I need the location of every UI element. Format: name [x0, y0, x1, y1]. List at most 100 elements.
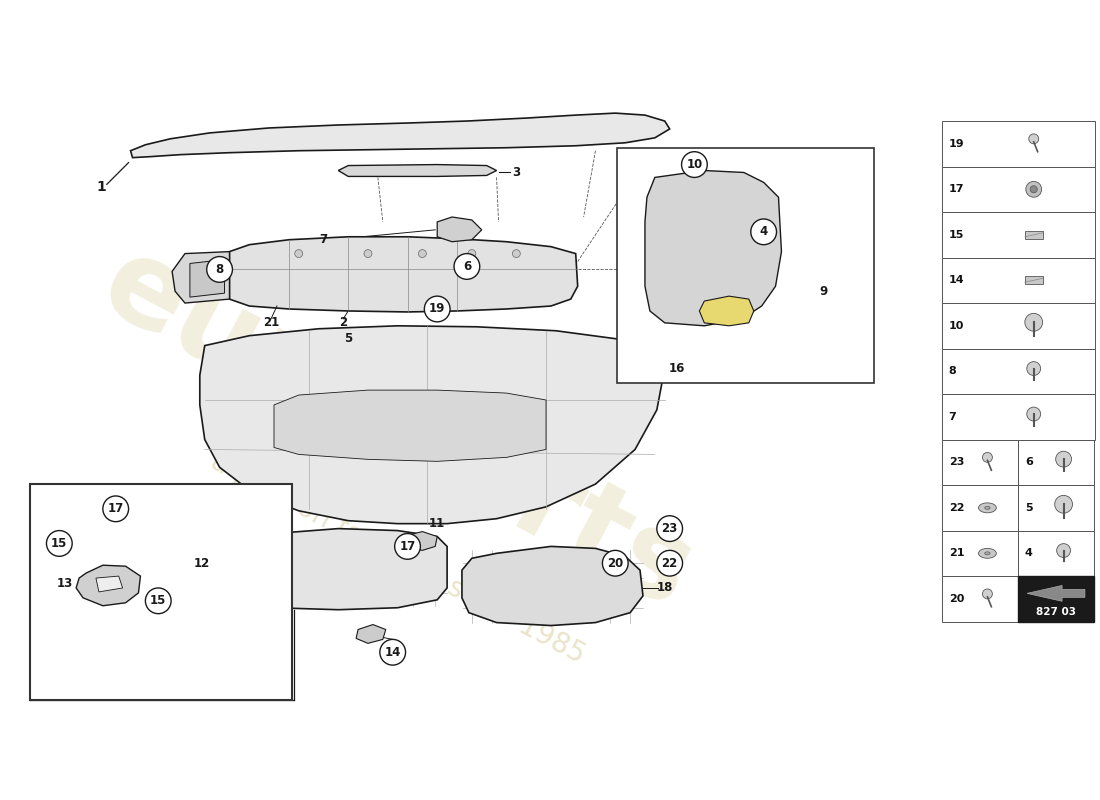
Text: 4: 4 [1025, 548, 1033, 558]
Circle shape [418, 250, 427, 258]
Circle shape [379, 639, 406, 665]
Bar [942, 121, 1096, 166]
Text: 22: 22 [948, 503, 964, 513]
Ellipse shape [984, 506, 990, 510]
Circle shape [1056, 451, 1071, 467]
Text: 4: 4 [759, 226, 768, 238]
Polygon shape [1025, 276, 1043, 284]
Text: 18: 18 [657, 582, 673, 594]
Polygon shape [645, 170, 781, 326]
Text: 14: 14 [385, 646, 400, 658]
Polygon shape [230, 237, 578, 312]
Text: 17: 17 [399, 540, 416, 553]
Polygon shape [96, 576, 122, 592]
Circle shape [468, 250, 476, 258]
Circle shape [513, 250, 520, 258]
Text: 21: 21 [263, 316, 279, 330]
Text: 16: 16 [669, 362, 685, 375]
Circle shape [603, 550, 628, 576]
Bar [942, 258, 1096, 303]
Circle shape [1057, 544, 1070, 558]
Text: 3: 3 [513, 166, 520, 179]
Circle shape [46, 530, 73, 556]
Circle shape [207, 257, 232, 282]
Text: 7: 7 [948, 412, 956, 422]
Text: 23: 23 [661, 522, 678, 535]
Text: 17: 17 [108, 502, 124, 515]
Polygon shape [462, 546, 644, 626]
Polygon shape [172, 252, 230, 303]
Text: 20: 20 [607, 557, 624, 570]
Bar [1018, 530, 1094, 576]
Polygon shape [1027, 586, 1085, 602]
Text: 19: 19 [429, 302, 446, 315]
Text: 22: 22 [661, 557, 678, 570]
Circle shape [364, 250, 372, 258]
Text: 10: 10 [686, 158, 703, 171]
Polygon shape [131, 113, 670, 158]
Polygon shape [1025, 231, 1043, 238]
Circle shape [454, 254, 480, 279]
Circle shape [1028, 134, 1038, 144]
Text: 1: 1 [96, 180, 106, 194]
Circle shape [103, 496, 129, 522]
Text: 15: 15 [948, 230, 964, 240]
Ellipse shape [979, 503, 997, 513]
Circle shape [751, 219, 777, 245]
Ellipse shape [984, 552, 990, 555]
Circle shape [1055, 495, 1072, 513]
Bar [1018, 485, 1094, 530]
Circle shape [1026, 362, 1041, 375]
Text: 21: 21 [948, 548, 964, 558]
Bar [1018, 576, 1094, 622]
Text: 14: 14 [948, 275, 965, 286]
Bar [942, 485, 1018, 530]
Polygon shape [214, 529, 447, 610]
Bar [617, 148, 874, 383]
Circle shape [1026, 407, 1041, 421]
Text: 5: 5 [1025, 503, 1033, 513]
Text: 9: 9 [818, 285, 827, 298]
Polygon shape [356, 625, 386, 643]
Polygon shape [403, 531, 437, 550]
Text: 11: 11 [429, 517, 446, 530]
Bar [30, 484, 292, 700]
Text: 15: 15 [150, 594, 166, 607]
Text: 8: 8 [216, 263, 223, 276]
Text: 17: 17 [948, 184, 964, 194]
Circle shape [295, 250, 302, 258]
Bar [942, 530, 1018, 576]
Text: 23: 23 [948, 458, 964, 467]
Bar [942, 212, 1096, 258]
Text: 10: 10 [948, 321, 964, 331]
Circle shape [395, 534, 420, 559]
Text: 19: 19 [948, 138, 965, 149]
Polygon shape [76, 566, 141, 606]
Text: 5: 5 [344, 332, 352, 345]
Bar [942, 439, 1018, 485]
Text: 20: 20 [948, 594, 964, 604]
Circle shape [657, 550, 682, 576]
Text: 7: 7 [319, 234, 328, 246]
Circle shape [682, 152, 707, 178]
Polygon shape [274, 390, 546, 462]
Text: 6: 6 [463, 260, 471, 273]
Circle shape [1025, 314, 1043, 331]
Text: 6: 6 [1025, 458, 1033, 467]
Polygon shape [200, 326, 664, 524]
Polygon shape [339, 165, 496, 177]
Text: 2: 2 [339, 316, 348, 330]
Bar [942, 166, 1096, 212]
Text: 827 03: 827 03 [1036, 606, 1076, 617]
Circle shape [982, 589, 992, 599]
Text: europarts: europarts [82, 226, 713, 634]
Text: 15: 15 [51, 537, 67, 550]
Bar [942, 576, 1018, 622]
Ellipse shape [979, 548, 997, 558]
Polygon shape [700, 296, 754, 326]
Text: 8: 8 [948, 366, 956, 376]
Text: 12: 12 [194, 557, 210, 570]
Text: a passion for parts since 1985: a passion for parts since 1985 [206, 447, 590, 669]
Circle shape [1031, 186, 1037, 193]
Circle shape [982, 453, 992, 462]
